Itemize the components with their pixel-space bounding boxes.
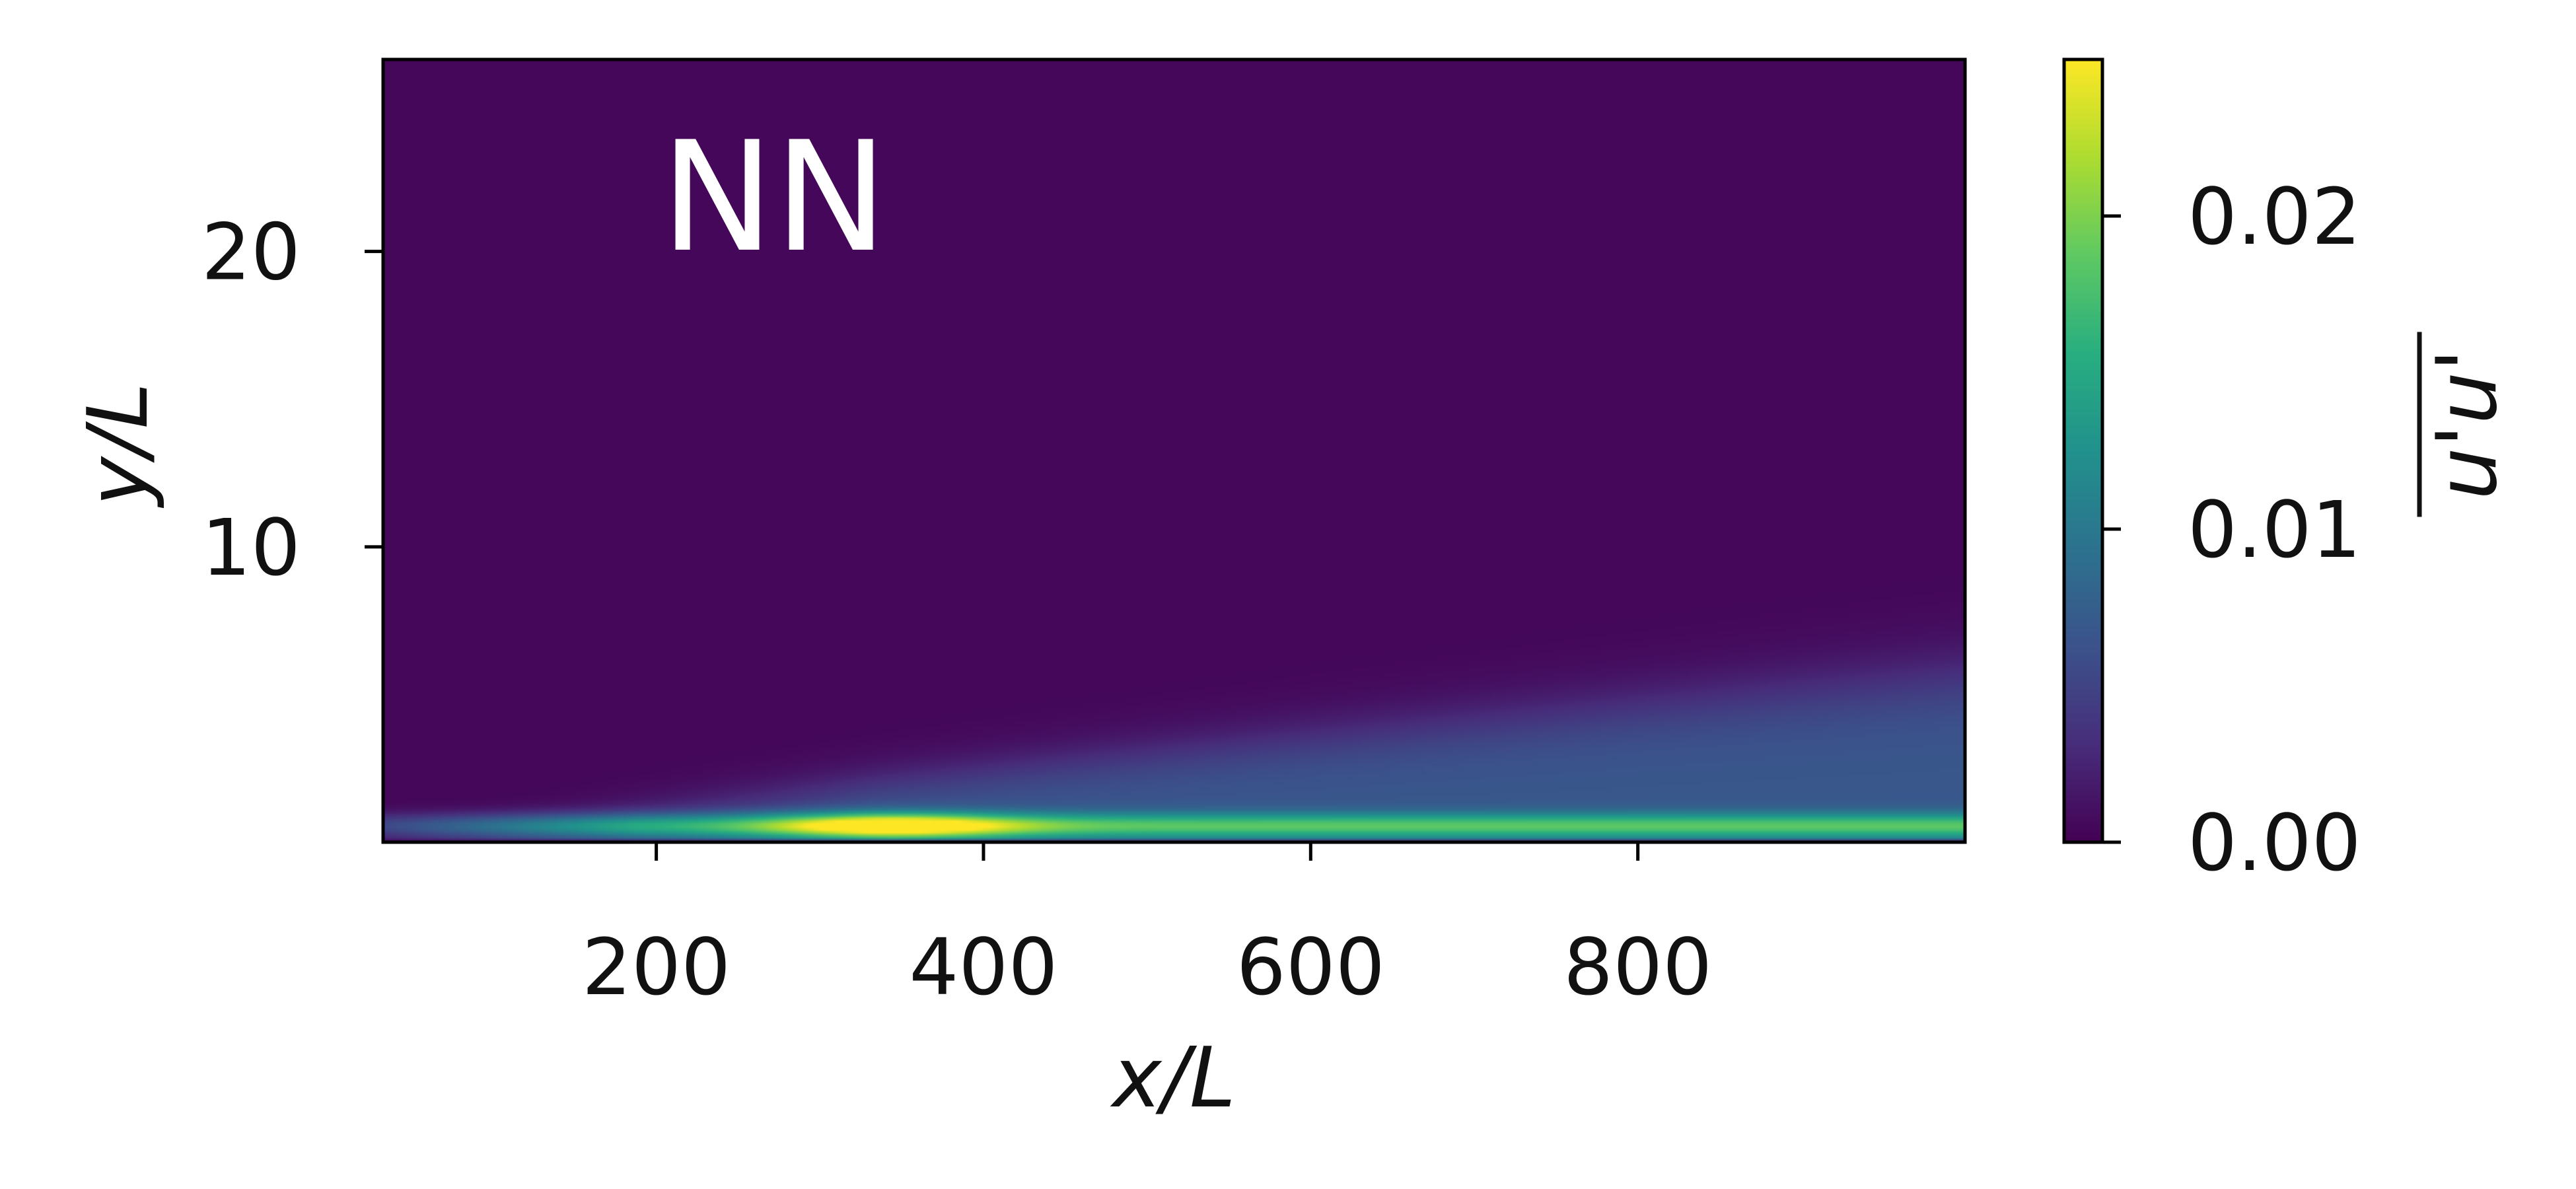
colorbar-tick-label: 0.02 — [2188, 171, 2361, 262]
x-tick-label: 200 — [582, 921, 731, 1013]
x-tick-label: 400 — [909, 921, 1057, 1013]
colorbar-tick-label: 0.00 — [2188, 797, 2361, 888]
colorbar-label-group: u'u' — [2417, 332, 2515, 517]
x-tick-label: 800 — [1563, 921, 1712, 1013]
colorbar-scale — [2062, 57, 2104, 844]
x-tick-label: 600 — [1236, 921, 1385, 1013]
colorbar: 0.00 0.01 0.02 — [2062, 57, 2361, 888]
colorbar-label: u'u' — [2418, 349, 2515, 500]
x-axis-label: x/L — [1110, 1029, 1236, 1126]
plot-frame — [381, 57, 1967, 844]
y-axis: 10 20 — [201, 207, 383, 593]
heatmap-field — [383, 59, 1965, 842]
plot-area — [381, 57, 1967, 844]
y-axis-label: y/L — [69, 382, 166, 509]
y-tick-label: 20 — [201, 207, 301, 298]
panel-label: NN — [661, 110, 888, 286]
colorbar-tick-label: 0.01 — [2188, 484, 2361, 575]
y-tick-label: 10 — [201, 502, 301, 593]
x-axis: 200 400 600 800 — [582, 842, 1712, 1013]
